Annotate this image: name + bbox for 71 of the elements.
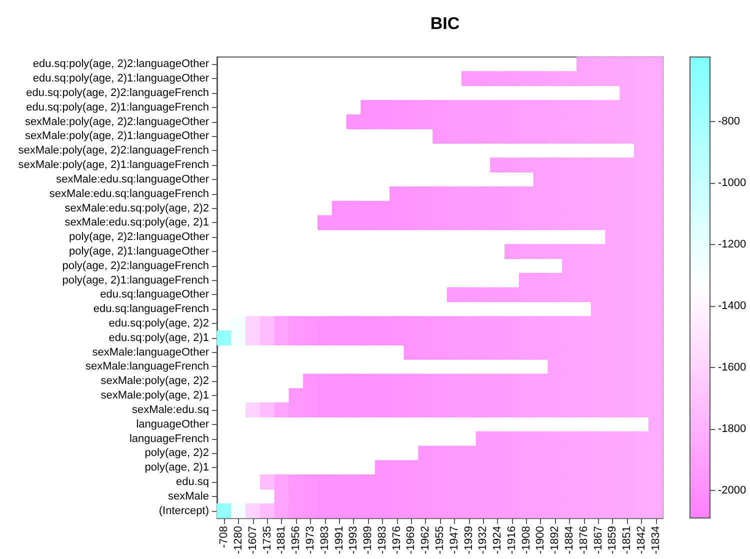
x-tick-label: -1851 <box>621 526 634 554</box>
y-tick-label: sexMale:edu.sq:languageFrench <box>49 188 209 200</box>
color-bar-label: -1600 <box>718 361 746 374</box>
x-tick-label: -1991 <box>333 526 346 554</box>
y-tick-label: edu.sq:poly(age, 2)2 <box>108 318 209 330</box>
y-tick-label: sexMale:poly(age, 2)1:languageOther <box>24 130 210 142</box>
y-tick-label: edu.sq:languageFrench <box>93 303 209 316</box>
y-tick-label: sexMale:languageFrench <box>85 360 209 373</box>
color-bar-label: -800 <box>718 116 740 128</box>
y-tick-label: sexMale:poly(age, 2)1:languageFrench <box>18 159 209 172</box>
y-tick-label: sexMale:edu.sq <box>132 404 209 416</box>
y-tick-label: edu.sq:poly(age, 2)1:languageOther <box>32 72 210 85</box>
color-bar-label: -2000 <box>718 484 746 496</box>
x-tick-label: -1280 <box>232 526 245 554</box>
x-tick-label: -1983 <box>318 526 331 554</box>
y-tick-label: sexMale:edu.sq:languageOther <box>56 173 210 186</box>
x-tick-label: -1876 <box>578 526 590 554</box>
y-tick-label: edu.sq:poly(age, 2)2:languageOther <box>32 58 210 70</box>
y-tick-label: (Intercept) <box>158 504 209 517</box>
y-tick-label: sexMale:languageOther <box>92 346 210 358</box>
y-tick-label: poly(age, 2)2:languageFrench <box>62 260 209 272</box>
chart-title: BIC <box>430 14 460 33</box>
x-tick-label: -1924 <box>492 526 504 554</box>
y-tick-label: sexMale:edu.sq:poly(age, 2)2 <box>64 202 209 214</box>
y-tick-label: edu.sq:languageOther <box>100 288 210 301</box>
x-tick-label: -1859 <box>606 526 619 554</box>
y-tick-label: poly(age, 2)1:languageOther <box>68 245 210 258</box>
x-tick-label: -1956 <box>290 526 302 554</box>
y-tick-label: edu.sq:poly(age, 2)1:languageFrench <box>26 101 209 114</box>
x-tick-label: -1735 <box>261 526 274 554</box>
x-tick-label: -1955 <box>434 526 446 554</box>
y-tick-label: poly(age, 2)2 <box>144 447 209 460</box>
x-tick-label: -1969 <box>405 526 418 554</box>
y-tick-label: poly(age, 2)1 <box>144 462 209 474</box>
y-tick-label: sexMale:poly(age, 2)1 <box>100 390 209 402</box>
y-tick-label: sexMale:poly(age, 2)2:languageFrench <box>18 144 209 157</box>
color-bar-label: -1200 <box>718 238 746 250</box>
x-tick-label: -1962 <box>420 526 432 554</box>
y-tick-label: sexMale <box>168 490 209 502</box>
x-tick-label: -1973 <box>304 526 317 554</box>
x-tick-label: -1842 <box>635 526 648 554</box>
x-tick-label: -1908 <box>520 526 532 554</box>
x-tick-label: -1900 <box>534 526 547 554</box>
color-bar-label: -1400 <box>718 300 746 312</box>
y-tick-label: sexMale:edu.sq:poly(age, 2)1 <box>64 216 209 229</box>
y-tick-label: edu.sq:poly(age, 2)2:languageFrench <box>26 87 209 100</box>
x-tick-label: -1947 <box>448 526 460 554</box>
color-bar-label: -1000 <box>718 177 746 190</box>
x-tick-label: -1867 <box>592 526 604 554</box>
y-tick-label: languageFrench <box>129 432 209 445</box>
x-tick-label: -1607 <box>246 526 259 554</box>
x-tick-label: -1932 <box>477 526 490 554</box>
x-tick-label: -1892 <box>549 526 562 554</box>
y-tick-label: edu.sq <box>176 476 209 488</box>
x-tick-label: -1916 <box>506 526 518 554</box>
x-tick-label: -1976 <box>390 526 403 554</box>
x-tick-label: -1834 <box>650 526 662 554</box>
y-tick-label: languageOther <box>136 418 210 430</box>
y-tick-label: edu.sq:poly(age, 2)1 <box>108 332 209 344</box>
y-tick-label: sexMale:poly(age, 2)2:languageOther <box>24 116 210 128</box>
y-tick-label: poly(age, 2)1:languageFrench <box>62 274 209 286</box>
x-tick-label: -708 <box>218 526 230 548</box>
x-tick-label: -1881 <box>276 526 288 554</box>
x-tick-label: -1939 <box>462 526 475 554</box>
x-tick-label: -1983 <box>376 526 388 554</box>
color-bar-label: -1800 <box>718 422 746 435</box>
y-tick-label: poly(age, 2)2:languageOther <box>68 231 210 244</box>
x-tick-label: -1989 <box>362 526 374 554</box>
x-tick-label: -1993 <box>348 526 360 554</box>
x-tick-label: -1884 <box>563 526 576 554</box>
y-tick-label: sexMale:poly(age, 2)2 <box>100 375 209 388</box>
